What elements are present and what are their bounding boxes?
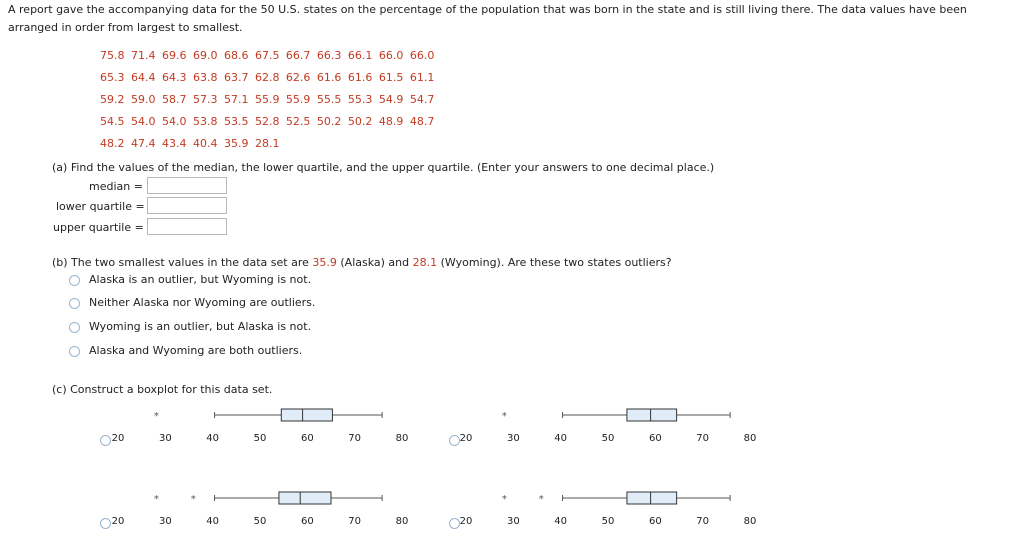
data-row-1: 75.8 71.4 69.6 69.0 68.6 67.5 66.7 66.3 …	[100, 49, 435, 62]
tick-label: 20	[460, 433, 473, 444]
tick-label: 80	[396, 516, 409, 527]
boxplot-4: * * 20 30 40 50 60 70 80	[460, 491, 757, 527]
boxplot-1: * 20 30 40 50 60 70 80	[112, 408, 409, 444]
outlier-mark: *	[154, 494, 159, 505]
option-4-label[interactable]: Alaska and Wyoming are both outliers.	[89, 344, 303, 357]
boxplot-2: * 20 30 40 50 60 70 80	[460, 408, 757, 444]
boxplot-radio-1[interactable]	[100, 435, 111, 446]
tick-label: 50	[254, 516, 267, 527]
option-1-label[interactable]: Alaska is an outlier, but Wyoming is not…	[89, 273, 312, 286]
part-b-text-1: (b) The two smallest values in the data …	[52, 256, 313, 269]
boxplot-radio-3[interactable]	[100, 518, 111, 529]
tick-label: 40	[206, 516, 219, 527]
boxplot-radio-4[interactable]	[449, 518, 460, 529]
tick-label: 80	[396, 433, 409, 444]
box-iqr	[278, 491, 332, 505]
tick-label: 80	[744, 516, 757, 527]
tick-label: 30	[159, 516, 172, 527]
tick-label: 50	[254, 433, 267, 444]
tick-label: 60	[301, 433, 314, 444]
upper-quartile-input[interactable]	[147, 218, 227, 235]
tick-label: 20	[112, 433, 125, 444]
box-iqr	[626, 491, 678, 505]
radio-option-3[interactable]	[69, 322, 80, 333]
box-iqr	[280, 408, 333, 422]
tick-label: 30	[159, 433, 172, 444]
tick-label: 60	[649, 516, 662, 527]
outlier-mark: *	[154, 411, 159, 422]
outlier-mark: *	[539, 494, 544, 505]
lower-quartile-input[interactable]	[147, 197, 227, 214]
data-row-2: 65.3 64.4 64.3 63.8 63.7 62.8 62.6 61.6 …	[100, 71, 435, 84]
median-label: median =	[89, 180, 143, 193]
radio-option-4[interactable]	[69, 346, 80, 357]
data-row-3: 59.2 59.0 58.7 57.3 57.1 55.9 55.9 55.5 …	[100, 93, 435, 106]
radio-option-2[interactable]	[69, 298, 80, 309]
outlier-mark: *	[502, 411, 507, 422]
tick-label: 20	[112, 516, 125, 527]
tick-label: 50	[602, 516, 615, 527]
part-b-text-2: (Alaska) and	[336, 256, 413, 269]
tick-label: 30	[507, 433, 520, 444]
tick-label: 80	[744, 433, 757, 444]
part-b-text-3: (Wyoming). Are these two states outliers…	[437, 256, 672, 269]
part-b-question: (b) The two smallest values in the data …	[52, 256, 672, 269]
lower-quartile-label: lower quartile =	[56, 200, 145, 213]
tick-label: 70	[696, 433, 709, 444]
intro-text: A report gave the accompanying data for …	[8, 3, 967, 34]
tick-label: 70	[348, 433, 361, 444]
tick-label: 70	[696, 516, 709, 527]
tick-label: 70	[348, 516, 361, 527]
tick-label: 40	[206, 433, 219, 444]
tick-label: 40	[554, 433, 567, 444]
boxplot-3: * * 20 30 40 50 60 70 80	[112, 491, 409, 527]
wyoming-value: 28.1	[412, 256, 438, 269]
option-3-label[interactable]: Wyoming is an outlier, but Alaska is not…	[89, 320, 312, 333]
tick-label: 60	[649, 433, 662, 444]
median-input[interactable]	[147, 177, 227, 194]
upper-quartile-label: upper quartile =	[53, 221, 144, 234]
outlier-mark: *	[502, 494, 507, 505]
data-row-4: 54.5 54.0 54.0 53.8 53.5 52.8 52.5 50.2 …	[100, 115, 435, 128]
alaska-value: 35.9	[312, 256, 337, 269]
tick-label: 20	[460, 516, 473, 527]
part-a-question: (a) Find the values of the median, the l…	[52, 161, 715, 174]
box-iqr	[626, 408, 678, 422]
outlier-mark: *	[191, 494, 196, 505]
boxplot-radio-2[interactable]	[449, 435, 460, 446]
data-row-5: 48.2 47.4 43.4 40.4 35.9 28.1	[100, 137, 280, 150]
tick-label: 30	[507, 516, 520, 527]
option-2-label[interactable]: Neither Alaska nor Wyoming are outliers.	[89, 296, 316, 309]
tick-label: 40	[554, 516, 567, 527]
part-c-question: (c) Construct a boxplot for this data se…	[52, 383, 273, 396]
tick-label: 50	[602, 433, 615, 444]
tick-label: 60	[301, 516, 314, 527]
radio-option-1[interactable]	[69, 275, 80, 286]
